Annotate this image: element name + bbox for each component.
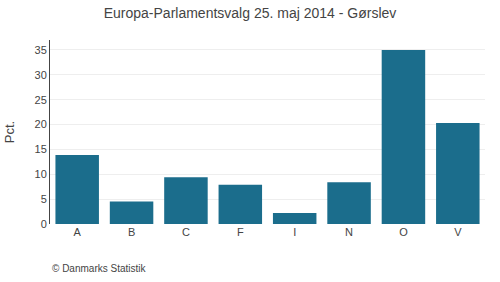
svg-text:F: F bbox=[237, 226, 244, 238]
svg-text:15: 15 bbox=[35, 143, 47, 155]
svg-text:20: 20 bbox=[35, 118, 47, 130]
svg-text:A: A bbox=[74, 226, 82, 238]
svg-text:C: C bbox=[182, 226, 190, 238]
svg-text:25: 25 bbox=[35, 94, 47, 106]
svg-text:B: B bbox=[128, 226, 135, 238]
svg-text:I: I bbox=[293, 226, 296, 238]
svg-text:5: 5 bbox=[41, 193, 47, 205]
svg-text:© Danmarks Statistik: © Danmarks Statistik bbox=[52, 263, 147, 274]
svg-text:35: 35 bbox=[35, 44, 47, 56]
svg-text:Pct.: Pct. bbox=[2, 121, 17, 143]
svg-text:10: 10 bbox=[35, 168, 47, 180]
svg-text:V: V bbox=[454, 226, 462, 238]
svg-text:Europa-Parlamentsvalg 25. maj: Europa-Parlamentsvalg 25. maj 2014 - Gør… bbox=[104, 5, 397, 21]
svg-text:0: 0 bbox=[41, 218, 47, 230]
svg-text:N: N bbox=[345, 226, 353, 238]
svg-text:O: O bbox=[399, 226, 408, 238]
svg-text:30: 30 bbox=[35, 69, 47, 81]
